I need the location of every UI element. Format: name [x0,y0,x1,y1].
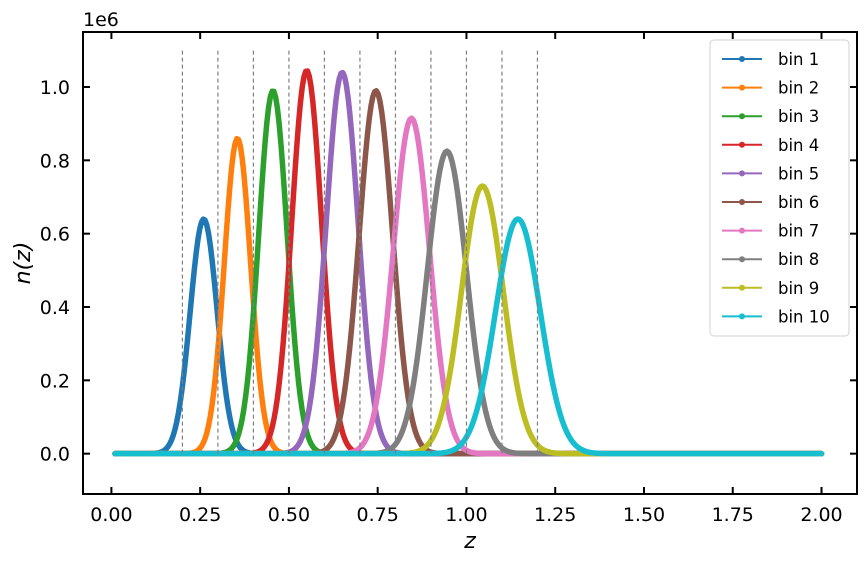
series-line-bin-10 [112,216,825,457]
axis-ticks: 0.00 0.25 0.50 0.75 1.00 1.25 1.50 1.75 2.00 0.0 0… [40,32,857,526]
legend-marker-bin-2 [739,84,745,91]
legend-marker-bin-3 [739,113,745,120]
y-tick-label: 0.4 [40,297,70,319]
y-axis-label: n(z) [11,242,36,285]
legend-label-bin-6: bin 6 [778,193,819,212]
x-tick-label: 2.00 [800,504,842,526]
y-tick-label: 0.6 [40,224,70,246]
x-tick-label: 1.25 [534,504,576,526]
bin-edge-lines [181,50,539,454]
legend-marker-bin-5 [739,170,745,177]
legend-label-bin-2: bin 2 [778,79,819,98]
x-tick-label: 0.00 [90,504,132,526]
y-tick-label: 1.0 [40,77,70,99]
legend-marker-bin-9 [739,284,745,291]
legend-marker-bin-10 [739,313,745,320]
legend-label-bin-1: bin 1 [778,50,819,69]
legend-marker-bin-4 [739,141,745,148]
y-tick-label: 0.8 [40,150,70,172]
x-tick-label: 1.00 [445,504,487,526]
x-tick-label: 0.75 [357,504,399,526]
y-offset-label: 1e6 [83,9,119,31]
x-axis-label: z [463,529,476,554]
y-tick-label: 0.0 [40,444,70,466]
legend-label-bin-3: bin 3 [778,107,819,126]
legend-label-bin-8: bin 8 [778,250,819,269]
x-tick-label: 0.25 [179,504,221,526]
legend-marker-bin-7 [739,227,745,234]
legend-marker-bin-6 [739,199,745,205]
legend: bin 1 bin 2 bin 3 bin 4 bin 5 bin 6 bin 7 bin 8… [709,39,850,337]
legend-label-bin-9: bin 9 [778,279,819,298]
legend-label-bin-10: bin 10 [778,307,830,326]
y-tick-label: 0.2 [40,370,70,392]
x-tick-label: 1.75 [712,504,754,526]
legend-label-bin-5: bin 5 [778,164,819,183]
plot-frame [82,31,858,495]
x-tick-label: 1.50 [623,504,665,526]
legend-marker-bin-8 [739,256,745,263]
legend-label-bin-7: bin 7 [778,222,819,241]
legend-label-bin-4: bin 4 [778,136,819,155]
x-tick-label: 0.50 [268,504,310,526]
legend-box [709,39,850,337]
legend-marker-bin-1 [739,56,745,62]
series-lines [112,68,825,457]
